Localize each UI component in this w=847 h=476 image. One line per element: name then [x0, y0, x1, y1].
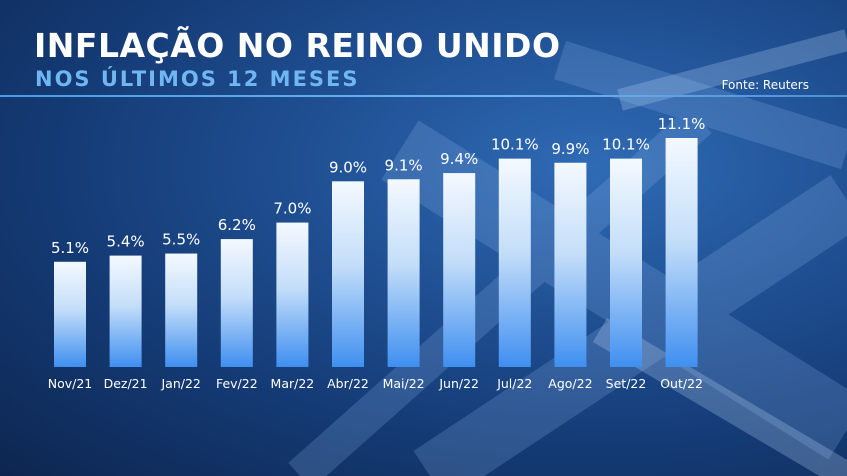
value-label: 7.0% [273, 200, 311, 218]
bar-jan-22 [165, 253, 198, 367]
bar-ago-22 [554, 162, 587, 367]
value-label: 10.1% [602, 136, 650, 154]
value-labels-group: 5.1% 5.4% 5.5% 6.2% 7.0% 9.0% 9.1% 9.4% 10.1% 9.9… [51, 115, 705, 257]
category-label: Jul/22 [496, 376, 532, 391]
bar-nov-21 [54, 261, 86, 367]
category-label: Mai/22 [383, 376, 425, 391]
bar-set-22 [610, 158, 642, 367]
bar-abr-22 [332, 181, 364, 367]
source-label: Fonte: Reuters [721, 78, 809, 92]
header: INFLAÇÃO NO REINO UNIDO NOS ÚLTIMOS 12 M… [0, 0, 847, 96]
value-label: 9.0% [329, 158, 367, 176]
bars-group [54, 138, 698, 367]
value-label: 6.2% [218, 216, 256, 234]
page-subtitle: NOS ÚLTIMOS 12 MESES [35, 67, 360, 91]
bar-jun-22 [443, 173, 476, 367]
category-labels-group: Nov/21 Dez/21 Jan/22 Fev/22 Mar/22 Abr/22 Mai/… [48, 376, 703, 391]
bar-out-22 [665, 138, 698, 367]
value-label: 9.1% [385, 156, 423, 174]
category-label: Ago/22 [548, 376, 592, 391]
value-label: 5.1% [51, 239, 89, 257]
value-label: 9.4% [440, 150, 478, 168]
category-label: Fev/22 [216, 376, 258, 391]
value-label: 5.5% [162, 231, 200, 249]
value-label: 11.1% [658, 115, 706, 133]
category-label: Jan/22 [161, 376, 201, 391]
category-label: Mar/22 [271, 376, 315, 391]
value-label: 9.9% [551, 140, 589, 158]
value-label: 10.1% [491, 136, 539, 154]
bar-mar-22 [276, 222, 309, 367]
category-label: Dez/21 [104, 376, 148, 391]
category-label: Nov/21 [48, 376, 93, 391]
header-divider [0, 95, 847, 97]
page-title: INFLAÇÃO NO REINO UNIDO [34, 26, 561, 65]
category-label: Set/22 [606, 376, 647, 391]
bar-fev-22 [220, 239, 253, 367]
bar-mai-22 [387, 179, 420, 367]
bar-jul-22 [498, 158, 531, 367]
category-label: Jun/22 [438, 376, 479, 391]
bar-dez-21 [109, 255, 142, 367]
value-label: 5.4% [107, 233, 145, 251]
category-label: Out/22 [660, 376, 703, 391]
category-label: Abr/22 [327, 376, 369, 391]
